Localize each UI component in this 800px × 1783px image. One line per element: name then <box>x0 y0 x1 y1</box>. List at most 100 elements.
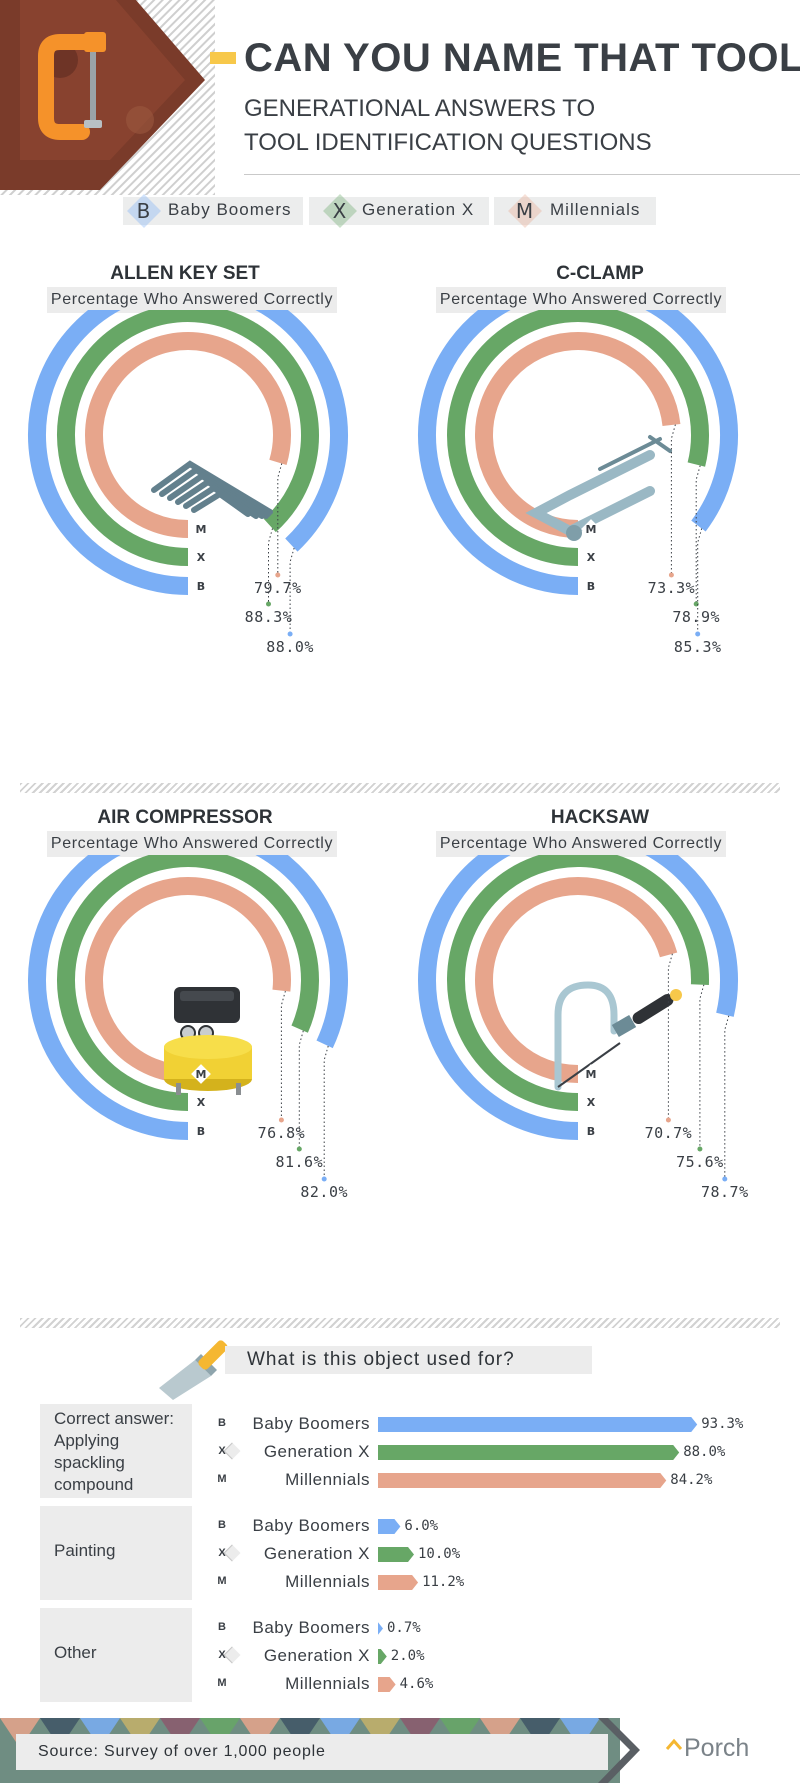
row-letter-millennials: M <box>217 1473 227 1485</box>
value-label-genx: 81.6% <box>275 1153 323 1171</box>
row-letter-millennials: M <box>217 1677 227 1689</box>
leader-line-boomers <box>724 1015 730 1179</box>
value-label-boomers: 85.3% <box>674 638 722 656</box>
hacksaw-icon <box>554 981 682 1091</box>
question-title: What is this object used for? <box>225 1346 592 1374</box>
svg-text:B: B <box>587 1125 595 1138</box>
leader-dot-millennials <box>275 572 281 578</box>
chart-title-c-clamp: C-CLAMP <box>556 263 644 284</box>
value-label-genx: 78.9% <box>672 608 720 626</box>
row-letter-genx: X <box>218 1445 226 1457</box>
chart-subtitle-hacksaw: Percentage Who Answered Correctly <box>436 831 726 857</box>
section-divider <box>20 1318 780 1328</box>
chart-subtitle-c-clamp: Percentage Who Answered Correctly <box>436 287 726 313</box>
row-label-millennials: Millennials <box>285 1674 370 1693</box>
legend-item-genx: X Generation X <box>309 194 489 228</box>
answer-block: Other <box>40 1608 241 1702</box>
leader-line-millennials <box>670 424 676 575</box>
row-letter-boomers: B <box>218 1417 226 1429</box>
svg-text:B: B <box>197 1125 205 1138</box>
row-label-millennials: Millennials <box>285 1572 370 1591</box>
leader-line-genx <box>699 984 705 1149</box>
ring-genx <box>447 855 709 1111</box>
chart-title-allen-key: ALLEN KEY SET <box>110 263 260 284</box>
porch-logo-icon <box>666 1738 682 1750</box>
bar-value-genx: 2.0% <box>390 1648 425 1664</box>
bar-value-millennials: 84.2% <box>670 1472 713 1488</box>
air-compressor-icon <box>164 987 252 1095</box>
legend-label-millennials: Millennials <box>550 200 641 219</box>
answer-text: Painting <box>54 1541 116 1560</box>
answer-text: Correct answer: Applying spackling compo… <box>54 1409 174 1494</box>
ring-marker-genx: X <box>191 1092 211 1112</box>
bar-value-millennials: 4.6% <box>399 1676 434 1692</box>
ring-millennials <box>475 332 681 538</box>
leader-line-millennials <box>277 463 283 575</box>
svg-text:B: B <box>587 580 595 593</box>
ring-marker-boomers: B <box>191 1121 211 1141</box>
leader-line-boomers <box>323 1045 329 1179</box>
c-clamp-icon <box>525 435 672 541</box>
leader-dot-millennials <box>278 1117 284 1123</box>
boomers-badge-icon: B <box>127 194 161 228</box>
ring-marker-genx: X <box>581 547 601 567</box>
row-letter-millennials: M <box>217 1575 227 1587</box>
bar-millennials <box>378 1575 419 1590</box>
legend-item-millennials: M Millennials <box>494 194 656 228</box>
radial-chart-hacksaw: M 70.7% X 75.6% B 78.7% <box>418 855 748 1201</box>
leader-line-millennials <box>667 953 673 1120</box>
leader-line-genx <box>298 1030 304 1149</box>
legend-label-genx: Generation X <box>362 200 475 219</box>
ring-millennials <box>85 332 291 538</box>
leader-dot-millennials <box>668 572 674 578</box>
header-divider <box>244 174 800 175</box>
ring-marker-boomers: B <box>191 576 211 596</box>
ring-boomers <box>418 310 738 595</box>
c-clamp-hero-image <box>0 0 215 195</box>
row-letter-boomers: B <box>218 1519 226 1531</box>
value-label-millennials: 73.3% <box>648 579 696 597</box>
ring-marker-millennials: M <box>581 1064 601 1084</box>
title-accent-mark <box>210 52 236 64</box>
value-label-genx: 88.3% <box>245 608 293 626</box>
value-label-genx: 75.6% <box>676 1153 724 1171</box>
section-divider <box>20 783 780 793</box>
svg-text:M: M <box>586 1068 597 1081</box>
svg-text:M: M <box>196 1068 207 1081</box>
row-label-genx: Generation X <box>263 1442 370 1461</box>
ring-boomers <box>28 855 348 1140</box>
page-subtitle: GENERATIONAL ANSWERS TO TOOL IDENTIFICAT… <box>244 95 652 156</box>
answer-block: Correct answer: Applying spackling compo… <box>40 1404 241 1498</box>
row-label-genx: Generation X <box>263 1646 370 1665</box>
value-label-millennials: 79.7% <box>254 579 302 597</box>
page-title: CAN YOU NAME THAT TOOL? <box>244 36 800 80</box>
value-label-millennials: 76.8% <box>258 1124 306 1142</box>
svg-text:M: M <box>586 523 597 536</box>
row-label-boomers: Baby Boomers <box>252 1414 370 1433</box>
allen-key-set-icon <box>151 460 273 519</box>
bar-value-millennials: 11.2% <box>422 1574 465 1590</box>
answer-block: Painting <box>40 1506 241 1600</box>
ring-genx <box>57 855 319 1111</box>
ring-marker-genx: X <box>581 1092 601 1112</box>
ring-genx <box>56 310 319 566</box>
radial-chart-air-compressor: M 76.8% X 81.6% B 82.0% <box>28 855 348 1201</box>
svg-text:X: X <box>587 551 596 564</box>
row-label-genx: Generation X <box>263 1544 370 1563</box>
bar-millennials <box>378 1677 396 1692</box>
ring-millennials <box>475 877 678 1083</box>
leader-dot-boomers <box>722 1176 728 1182</box>
legend-label-boomers: Baby Boomers <box>168 200 292 219</box>
bar-value-boomers: 0.7% <box>387 1620 421 1636</box>
leader-line-genx <box>268 528 273 604</box>
leader-dot-boomers <box>321 1176 327 1182</box>
millennials-badge-icon: M <box>508 194 542 228</box>
leader-line-boomers <box>289 547 295 634</box>
source-note: Source: Survey of over 1,000 people <box>16 1734 608 1770</box>
leader-line-millennials <box>280 990 286 1120</box>
value-label-millennials: 70.7% <box>645 1124 693 1142</box>
ring-marker-genx: X <box>191 547 211 567</box>
bar-value-genx: 10.0% <box>418 1546 461 1562</box>
ring-marker-millennials: M <box>191 1064 211 1084</box>
svg-text:X: X <box>587 1096 596 1109</box>
